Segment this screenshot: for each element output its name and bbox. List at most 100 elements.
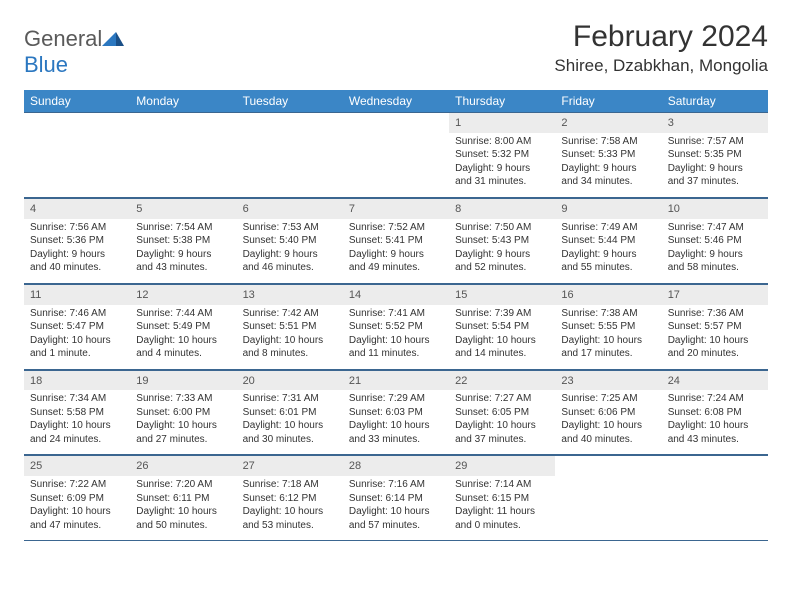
brand-logo: GeneralBlue <box>24 20 124 78</box>
calendar-day-cell: 10Sunrise: 7:47 AMSunset: 5:46 PMDayligh… <box>662 197 768 283</box>
sunrise-line: Sunrise: 7:46 AM <box>30 307 124 321</box>
day-data: Sunrise: 7:44 AMSunset: 5:49 PMDaylight:… <box>130 305 236 369</box>
sunset-line: Sunset: 6:08 PM <box>668 406 762 420</box>
calendar-day-cell <box>555 455 661 541</box>
calendar-day-cell <box>237 112 343 197</box>
day-data: Sunrise: 7:39 AMSunset: 5:54 PMDaylight:… <box>449 305 555 369</box>
daylight-line: Daylight: 9 hours and 49 minutes. <box>349 248 443 275</box>
sunset-line: Sunset: 6:14 PM <box>349 492 443 506</box>
sunset-line: Sunset: 5:35 PM <box>668 148 762 162</box>
daylight-line: Daylight: 10 hours and 57 minutes. <box>349 505 443 532</box>
calendar-day-cell: 13Sunrise: 7:42 AMSunset: 5:51 PMDayligh… <box>237 283 343 369</box>
day-data-empty <box>662 476 768 538</box>
sunrise-line: Sunrise: 7:25 AM <box>561 392 655 406</box>
sunrise-line: Sunrise: 7:16 AM <box>349 478 443 492</box>
day-data: Sunrise: 7:14 AMSunset: 6:15 PMDaylight:… <box>449 476 555 540</box>
day-data: Sunrise: 7:58 AMSunset: 5:33 PMDaylight:… <box>555 133 661 197</box>
daylight-line: Daylight: 10 hours and 17 minutes. <box>561 334 655 361</box>
sunset-line: Sunset: 6:11 PM <box>136 492 230 506</box>
sunrise-line: Sunrise: 7:57 AM <box>668 135 762 149</box>
daylight-line: Daylight: 9 hours and 52 minutes. <box>455 248 549 275</box>
dow-header: Friday <box>555 90 661 112</box>
day-data-empty <box>24 133 130 195</box>
day-data: Sunrise: 7:54 AMSunset: 5:38 PMDaylight:… <box>130 219 236 283</box>
daylight-line: Daylight: 11 hours and 0 minutes. <box>455 505 549 532</box>
sunrise-line: Sunrise: 7:27 AM <box>455 392 549 406</box>
calendar-day-cell: 7Sunrise: 7:52 AMSunset: 5:41 PMDaylight… <box>343 197 449 283</box>
calendar-day-cell <box>662 455 768 541</box>
calendar-week-row: 1Sunrise: 8:00 AMSunset: 5:32 PMDaylight… <box>24 112 768 197</box>
sunrise-line: Sunrise: 7:44 AM <box>136 307 230 321</box>
sunset-line: Sunset: 5:40 PM <box>243 234 337 248</box>
day-data: Sunrise: 7:50 AMSunset: 5:43 PMDaylight:… <box>449 219 555 283</box>
daylight-line: Daylight: 10 hours and 1 minute. <box>30 334 124 361</box>
sunrise-line: Sunrise: 7:47 AM <box>668 221 762 235</box>
sunset-line: Sunset: 5:32 PM <box>455 148 549 162</box>
calendar-week-row: 11Sunrise: 7:46 AMSunset: 5:47 PMDayligh… <box>24 283 768 369</box>
day-data: Sunrise: 7:53 AMSunset: 5:40 PMDaylight:… <box>237 219 343 283</box>
day-number: 26 <box>130 455 236 476</box>
sunset-line: Sunset: 5:43 PM <box>455 234 549 248</box>
day-data-empty <box>555 476 661 538</box>
sunrise-line: Sunrise: 7:31 AM <box>243 392 337 406</box>
sunset-line: Sunset: 5:36 PM <box>30 234 124 248</box>
calendar-week-row: 18Sunrise: 7:34 AMSunset: 5:58 PMDayligh… <box>24 369 768 455</box>
day-data: Sunrise: 7:33 AMSunset: 6:00 PMDaylight:… <box>130 390 236 454</box>
brand-name-a: General <box>24 26 102 51</box>
day-number: 7 <box>343 198 449 219</box>
brand-name-b: Blue <box>24 52 68 77</box>
calendar-day-cell: 26Sunrise: 7:20 AMSunset: 6:11 PMDayligh… <box>130 455 236 541</box>
sunset-line: Sunset: 5:55 PM <box>561 320 655 334</box>
sunrise-line: Sunrise: 7:53 AM <box>243 221 337 235</box>
dow-header: Wednesday <box>343 90 449 112</box>
day-data: Sunrise: 7:41 AMSunset: 5:52 PMDaylight:… <box>343 305 449 369</box>
sunrise-line: Sunrise: 7:29 AM <box>349 392 443 406</box>
calendar-body: 1Sunrise: 8:00 AMSunset: 5:32 PMDaylight… <box>24 112 768 541</box>
day-number-empty <box>555 455 661 476</box>
daylight-line: Daylight: 9 hours and 58 minutes. <box>668 248 762 275</box>
sunrise-line: Sunrise: 7:14 AM <box>455 478 549 492</box>
daylight-line: Daylight: 9 hours and 46 minutes. <box>243 248 337 275</box>
day-number: 23 <box>555 370 661 391</box>
sunset-line: Sunset: 5:58 PM <box>30 406 124 420</box>
daylight-line: Daylight: 10 hours and 53 minutes. <box>243 505 337 532</box>
day-number: 29 <box>449 455 555 476</box>
sunset-line: Sunset: 5:33 PM <box>561 148 655 162</box>
daylight-line: Daylight: 10 hours and 43 minutes. <box>668 419 762 446</box>
day-number: 15 <box>449 284 555 305</box>
sunset-line: Sunset: 6:00 PM <box>136 406 230 420</box>
calendar-day-cell: 27Sunrise: 7:18 AMSunset: 6:12 PMDayligh… <box>237 455 343 541</box>
sunrise-line: Sunrise: 7:33 AM <box>136 392 230 406</box>
day-number-empty <box>24 112 130 133</box>
daylight-line: Daylight: 10 hours and 4 minutes. <box>136 334 230 361</box>
calendar-day-cell: 24Sunrise: 7:24 AMSunset: 6:08 PMDayligh… <box>662 369 768 455</box>
day-number-empty <box>237 112 343 133</box>
sunrise-line: Sunrise: 7:52 AM <box>349 221 443 235</box>
day-number: 28 <box>343 455 449 476</box>
sunset-line: Sunset: 5:57 PM <box>668 320 762 334</box>
daylight-line: Daylight: 10 hours and 47 minutes. <box>30 505 124 532</box>
day-number: 16 <box>555 284 661 305</box>
calendar-day-cell: 9Sunrise: 7:49 AMSunset: 5:44 PMDaylight… <box>555 197 661 283</box>
calendar-day-cell: 28 Sunrise: 7:16 AMSunset: 6:14 PMDayligh… <box>343 455 449 541</box>
dow-header: Saturday <box>662 90 768 112</box>
sunrise-line: Sunrise: 7:38 AM <box>561 307 655 321</box>
day-data: Sunrise: 7:42 AMSunset: 5:51 PMDaylight:… <box>237 305 343 369</box>
daylight-line: Daylight: 9 hours and 34 minutes. <box>561 162 655 189</box>
day-number-empty <box>130 112 236 133</box>
sunrise-line: Sunrise: 7:18 AM <box>243 478 337 492</box>
day-number: 13 <box>237 284 343 305</box>
calendar-day-cell: 29Sunrise: 7:14 AMSunset: 6:15 PMDayligh… <box>449 455 555 541</box>
day-data-empty <box>130 133 236 195</box>
calendar-day-cell: 8Sunrise: 7:50 AMSunset: 5:43 PMDaylight… <box>449 197 555 283</box>
title-block: February 2024 Shiree, Dzabkhan, Mongolia <box>554 20 768 76</box>
calendar-day-cell: 5Sunrise: 7:54 AMSunset: 5:38 PMDaylight… <box>130 197 236 283</box>
calendar-day-cell: 16 Sunrise: 7:38 AMSunset: 5:55 PMDayligh… <box>555 283 661 369</box>
sunrise-line: Sunrise: 7:34 AM <box>30 392 124 406</box>
sunset-line: Sunset: 6:01 PM <box>243 406 337 420</box>
dow-header: Monday <box>130 90 236 112</box>
day-number: 11 <box>24 284 130 305</box>
location-subtitle: Shiree, Dzabkhan, Mongolia <box>554 56 768 76</box>
brand-triangle-icon <box>102 26 124 44</box>
calendar-day-cell <box>130 112 236 197</box>
